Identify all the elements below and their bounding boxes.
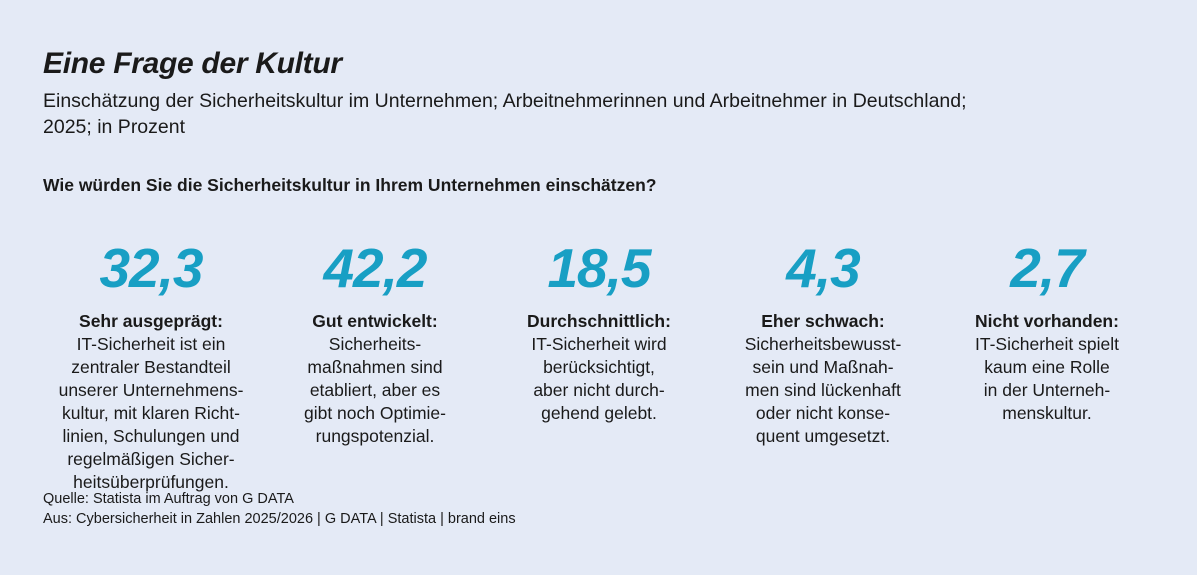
value-percent: 18,5 xyxy=(547,237,651,300)
category-label: Durchschnittlich: xyxy=(527,311,671,332)
results-columns: 32,3 Sehr ausgeprägt: IT-Sicherheit ist … xyxy=(43,240,1155,494)
value-percent: 2,7 xyxy=(1010,237,1084,300)
page-title: Eine Frage der Kultur xyxy=(43,47,342,80)
page-subtitle: Einschätzung der Sicherheitskultur im Un… xyxy=(43,89,967,139)
value-percent: 4,3 xyxy=(786,237,860,300)
category-description: IT-Sicherheit spielt kaum eine Rolle in … xyxy=(975,333,1119,424)
value-percent: 42,2 xyxy=(323,237,427,300)
category-description: IT-Sicherheit ist ein zentraler Bestandt… xyxy=(58,333,244,493)
attribution-line: Aus: Cybersicherheit in Zahlen 2025/2026… xyxy=(43,511,516,528)
result-item-nicht-vorhanden: 2,7 Nicht vorhanden: IT-Sicherheit spiel… xyxy=(939,240,1155,494)
source-line: Quelle: Statista im Auftrag von G DATA xyxy=(43,491,294,507)
category-label: Nicht vorhanden: xyxy=(975,311,1119,332)
category-description: IT-Sicherheit wird berücksichtigt, aber … xyxy=(531,333,667,424)
result-item-durchschnittlich: 18,5 Durchschnittlich: IT-Sicherheit wir… xyxy=(491,240,707,494)
result-item-eher-schwach: 4,3 Eher schwach: Sicherheitsbewusst- se… xyxy=(715,240,931,494)
category-description: Sicherheits- maßnahmen sind etabliert, a… xyxy=(303,333,446,447)
category-label: Gut entwickelt: xyxy=(312,311,438,332)
category-label: Sehr ausgeprägt: xyxy=(79,311,223,332)
category-description: Sicherheitsbewusst- sein und Maßnah- men… xyxy=(744,333,902,447)
value-percent: 32,3 xyxy=(99,237,203,300)
result-item-gut-entwickelt: 42,2 Gut entwickelt: Sicherheits- maßnah… xyxy=(267,240,483,494)
result-item-sehr-ausgepraegt: 32,3 Sehr ausgeprägt: IT-Sicherheit ist … xyxy=(43,240,259,494)
survey-question: Wie würden Sie die Sicherheitskultur in … xyxy=(43,175,657,196)
source-footer: Quelle: Statista im Auftrag von G DATA A… xyxy=(43,489,516,530)
category-label: Eher schwach: xyxy=(761,311,885,332)
